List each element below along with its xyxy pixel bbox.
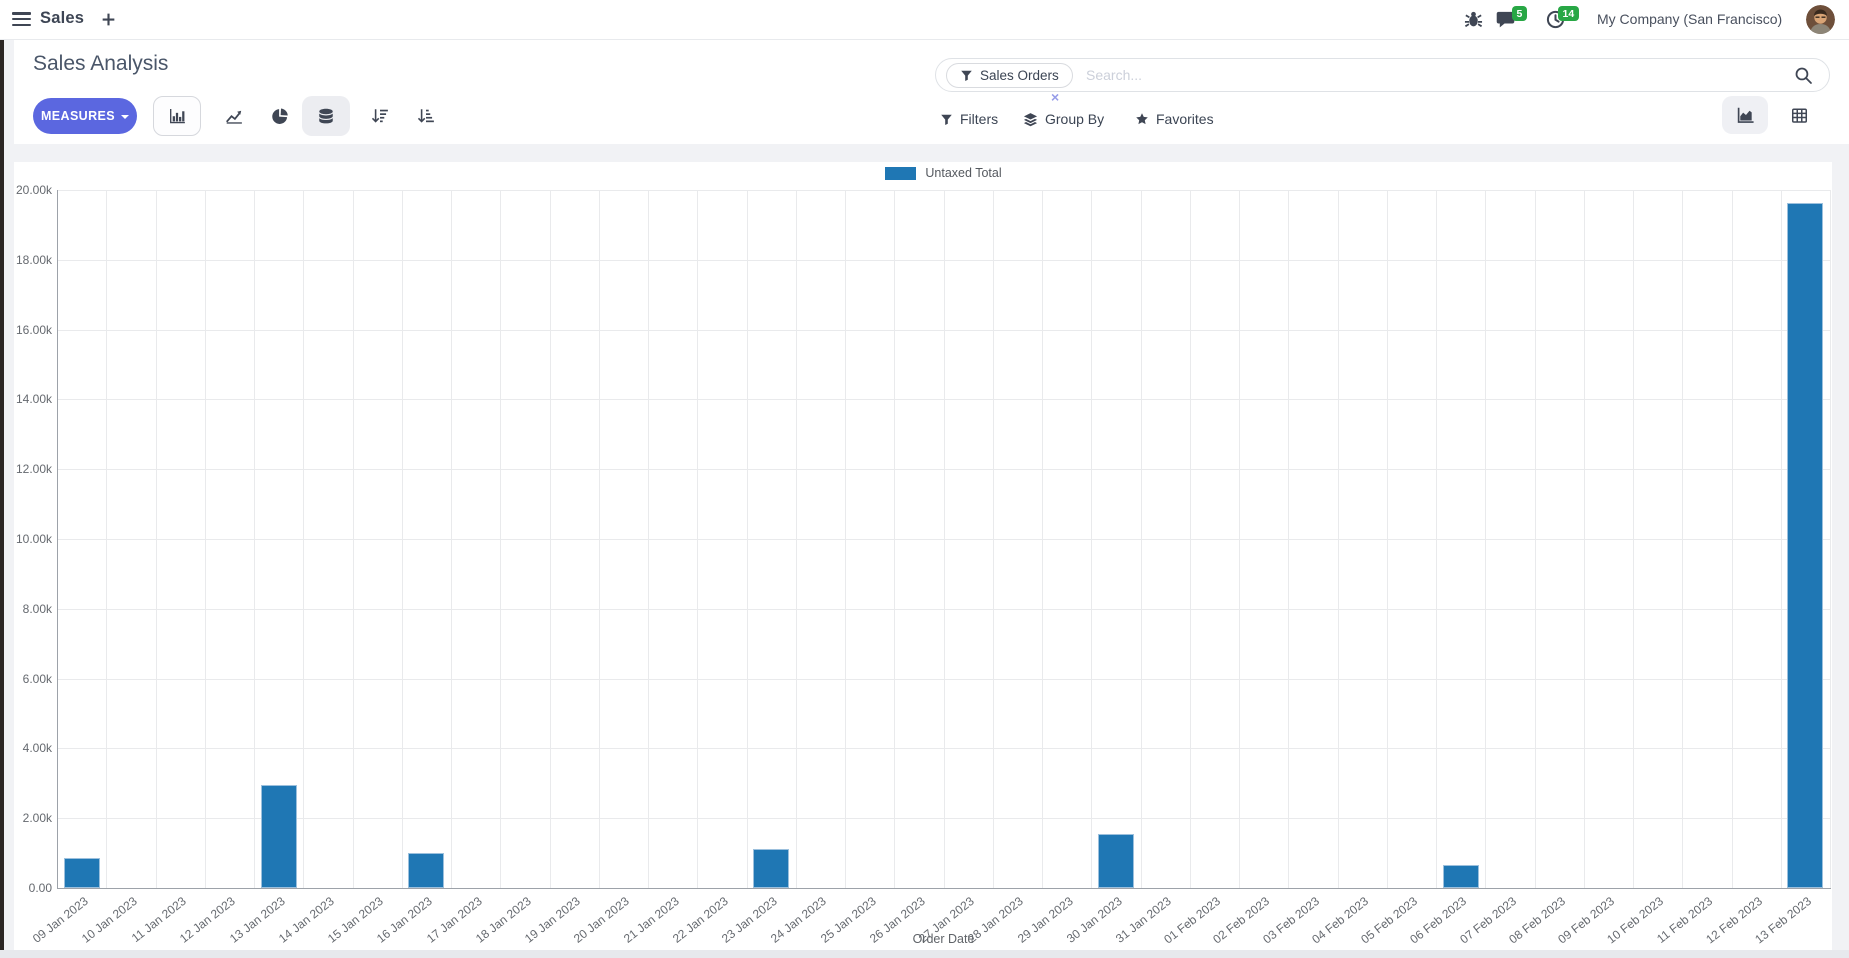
top-navbar: Sales 5 14 My Company (San Francisco) — [0, 0, 1849, 40]
bar-13 Jan 2023[interactable] — [260, 785, 297, 888]
search-facet-sales-orders[interactable]: Sales Orders — [946, 63, 1073, 88]
graph-view-button[interactable] — [1722, 96, 1768, 134]
bar-16 Jan 2023[interactable] — [408, 853, 445, 888]
filters-button[interactable]: Filters — [940, 108, 998, 130]
sort-ascending-button[interactable] — [402, 96, 450, 136]
bug-icon[interactable] — [1464, 10, 1483, 29]
apps-menu-icon[interactable] — [12, 12, 32, 28]
app-name[interactable]: Sales — [40, 9, 85, 27]
user-avatar[interactable] — [1806, 5, 1835, 34]
group-by-button[interactable]: Group By — [1023, 108, 1104, 130]
search-input[interactable] — [1086, 62, 1646, 88]
stacked-toggle-button[interactable] — [302, 96, 350, 136]
bar-06 Feb 2023[interactable] — [1442, 864, 1479, 888]
window-edge — [0, 40, 4, 958]
legend-label: Untaxed Total — [925, 166, 1002, 180]
sort-descending-button[interactable] — [356, 96, 404, 136]
page-title: Sales Analysis — [33, 52, 169, 75]
pie-chart-button[interactable] — [256, 96, 304, 136]
facet-label: Sales Orders — [980, 68, 1059, 83]
remove-facet-x-icon[interactable] — [1051, 89, 1063, 101]
line-chart-button[interactable] — [210, 96, 258, 136]
filter-funnel-icon — [961, 70, 972, 82]
legend-color-swatch — [885, 166, 917, 180]
horizontal-scrollbar-track — [0, 950, 1849, 958]
legend-item-untaxed-total[interactable]: Untaxed Total — [57, 166, 1830, 180]
search-icon[interactable] — [1794, 66, 1813, 85]
bar-13 Feb 2023[interactable] — [1787, 202, 1824, 888]
chevron-down-icon — [121, 114, 130, 119]
bar-23 Jan 2023[interactable] — [753, 848, 790, 888]
activities-counter-badge[interactable]: 14 — [1558, 6, 1579, 21]
graph-view-icon — [1737, 107, 1754, 123]
search-bar[interactable]: Sales Orders — [935, 58, 1830, 92]
company-switcher[interactable]: My Company (San Francisco) — [1597, 11, 1783, 27]
filter-funnel-icon — [941, 114, 952, 125]
control-panel: Sales Analysis MEASURES — [14, 40, 1849, 144]
messages-icon[interactable] — [1496, 10, 1515, 29]
measures-button[interactable]: MEASURES — [33, 98, 137, 134]
plus-icon[interactable] — [100, 11, 118, 29]
pivot-view-button[interactable] — [1776, 96, 1822, 134]
pivot-view-icon — [1791, 107, 1807, 123]
layers-icon — [1023, 112, 1038, 126]
bar-30 Jan 2023[interactable] — [1097, 833, 1134, 888]
bar-chart-button[interactable] — [153, 96, 201, 136]
bar-09 Jan 2023[interactable] — [63, 858, 100, 888]
messages-counter-badge[interactable]: 5 — [1512, 6, 1527, 21]
star-icon — [1136, 113, 1148, 125]
favorites-button[interactable]: Favorites — [1135, 108, 1214, 130]
x-axis-title: Order Date — [912, 932, 975, 946]
